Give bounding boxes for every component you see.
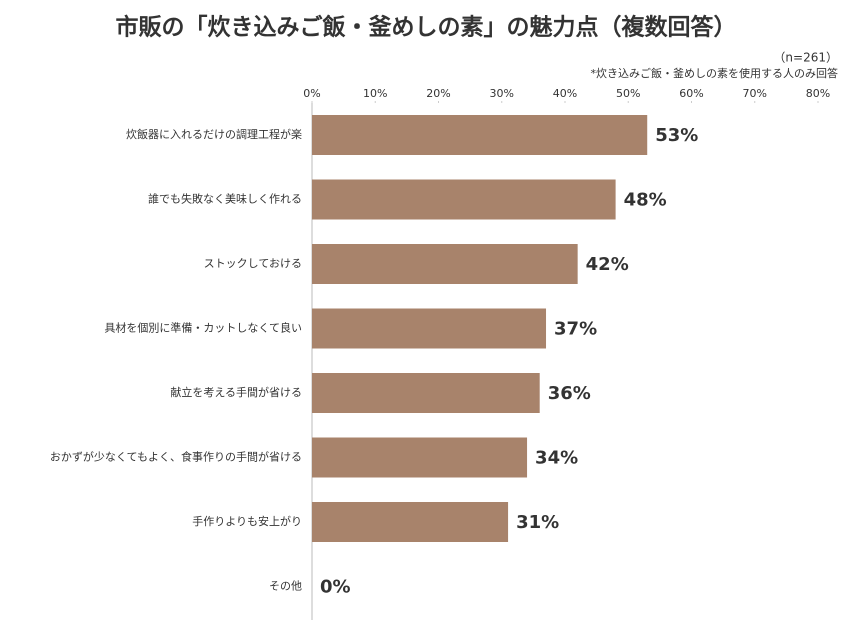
data-label: 36%	[548, 383, 591, 404]
y-tick-label: おかずが少なくてもよく、食事作りの手間が省ける	[50, 450, 302, 464]
data-label: 42%	[586, 254, 629, 275]
bar	[312, 373, 540, 413]
data-label: 53%	[655, 125, 698, 146]
sample-note: （n=261）	[773, 51, 838, 65]
chart-title: 市販の「炊き込みご飯・釜めしの素」の魅力点（複数回答）	[116, 14, 737, 41]
x-tick-label: 40%	[553, 87, 577, 100]
x-tick-label: 30%	[490, 87, 514, 100]
bar	[312, 115, 648, 155]
y-tick-label: ストックしておける	[204, 257, 302, 270]
bar	[312, 179, 616, 220]
y-tick-label: 献立を考える手間が省ける	[170, 385, 302, 399]
y-tick-label: 誰でも失敗なく美味しく作れる	[148, 192, 302, 206]
x-tick-label: 20%	[426, 87, 450, 100]
y-tick-label: 具材を個別に準備・カットしなくて良い	[104, 321, 302, 335]
x-tick-label: 80%	[806, 87, 830, 100]
y-tick-label: 手作りよりも安上がり	[192, 514, 302, 528]
data-label: 48%	[624, 190, 667, 211]
x-tick-label: 60%	[679, 87, 703, 100]
data-label: 0%	[320, 577, 351, 598]
bar	[312, 502, 509, 542]
x-tick-label: 70%	[743, 87, 767, 100]
y-tick-label: その他	[269, 580, 302, 593]
bar	[312, 244, 578, 284]
x-tick-label: 0%	[303, 87, 320, 100]
data-label: 37%	[554, 319, 597, 340]
bar	[312, 437, 528, 478]
bar	[312, 308, 547, 349]
footnote: *炊き込みご飯・釜めしの素を使用する人のみ回答	[591, 66, 839, 80]
x-tick-label: 50%	[616, 87, 640, 100]
x-tick-label: 10%	[363, 87, 387, 100]
y-tick-label: 炊飯器に入れるだけの調理工程が楽	[126, 127, 302, 141]
data-label: 31%	[516, 512, 559, 533]
data-label: 34%	[535, 448, 578, 469]
